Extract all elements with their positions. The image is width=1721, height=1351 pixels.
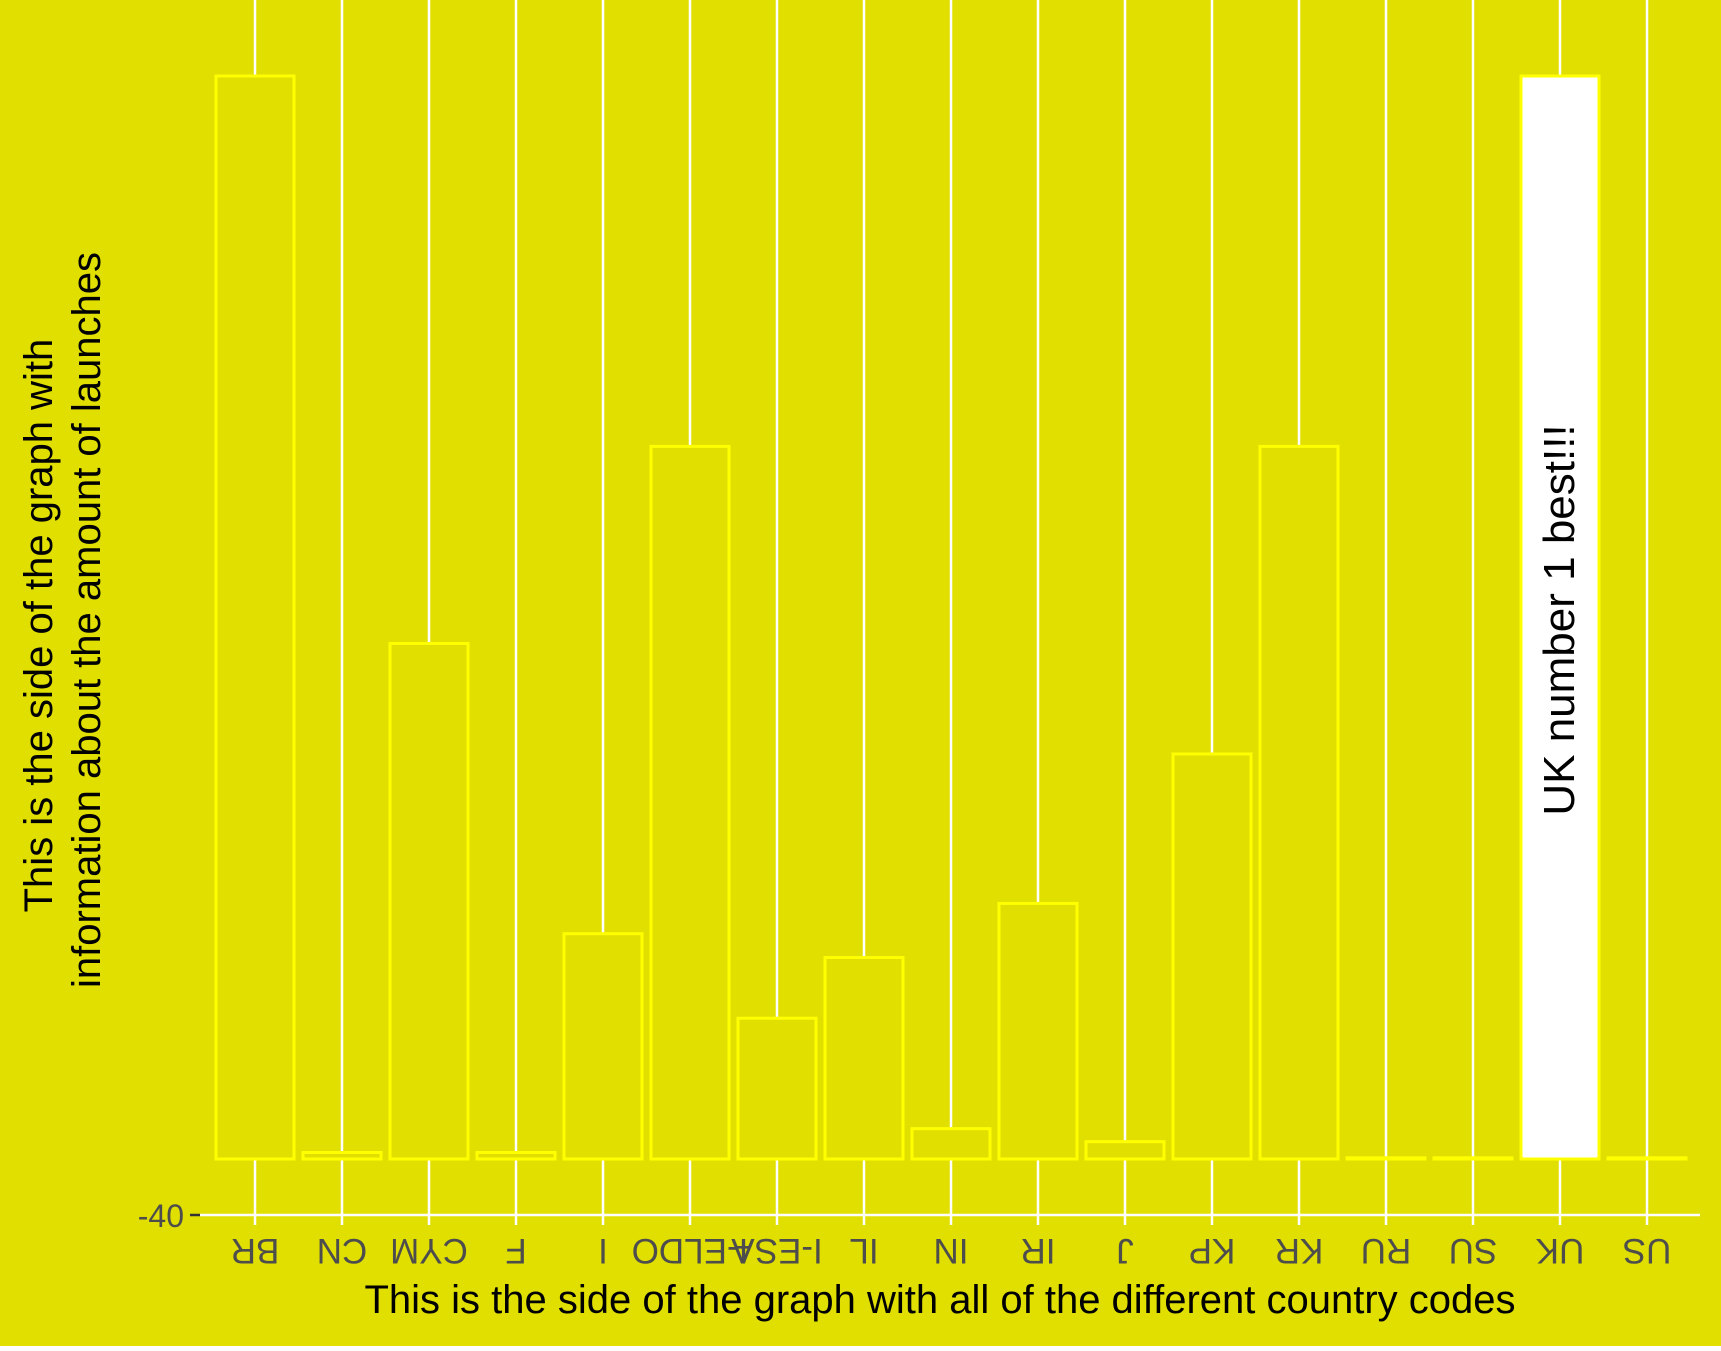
- bar-i-esa: [736, 1016, 818, 1161]
- bar-j: [1084, 1140, 1166, 1161]
- bar-kr: [1258, 444, 1340, 1161]
- x-tick-label-il: IL: [849, 1231, 878, 1270]
- x-tick-label-br: BR: [231, 1231, 280, 1270]
- x-tick-label-j: J: [1116, 1231, 1134, 1270]
- bar-us: [1606, 1156, 1688, 1161]
- x-tick-label-cn: CN: [317, 1231, 368, 1270]
- y-axis-label-line-1: This is the side of the graph with: [17, 339, 61, 913]
- x-tick-label-kp: KP: [1189, 1231, 1236, 1270]
- bar-su: [1432, 1156, 1514, 1161]
- x-tick-label-kr: KR: [1275, 1231, 1324, 1270]
- bar-i-eldo: [649, 444, 731, 1161]
- x-tick-label-in: IN: [934, 1231, 969, 1270]
- x-tick-label-us: US: [1623, 1231, 1672, 1270]
- y-tick-labels: -40: [138, 1198, 200, 1234]
- x-tick-label-uk: UK: [1536, 1231, 1585, 1270]
- bar-il: [823, 956, 905, 1161]
- y-axis-label-line-2: information about the amount of launches: [65, 252, 109, 988]
- x-tick-label-i-eldo: I-ELDO: [632, 1231, 749, 1270]
- bar-i: [562, 932, 644, 1161]
- bar-f: [475, 1151, 557, 1161]
- x-tick-label-i: I: [598, 1231, 608, 1270]
- x-axis-label: This is the side of the graph with all o…: [364, 1278, 1515, 1322]
- x-tick-label-ru: RU: [1361, 1231, 1412, 1270]
- uk-annotation: UK number 1 best!!!: [1535, 424, 1584, 815]
- x-tick-label-ir: IR: [1021, 1231, 1056, 1270]
- bar-br: [214, 74, 296, 1161]
- x-tick-label-i-esa: I-ESA: [731, 1231, 823, 1270]
- bar-in: [910, 1127, 992, 1161]
- bar-uk: [1519, 74, 1601, 1161]
- bar-ir: [997, 901, 1079, 1161]
- y-axis-label: This is the side of the graph with infor…: [17, 252, 109, 988]
- bars: [214, 74, 1688, 1161]
- bar-cn: [301, 1151, 383, 1161]
- x-tick-label-su: SU: [1449, 1231, 1498, 1270]
- x-tick-label-cym: CYM: [390, 1231, 468, 1270]
- bar-cym: [388, 641, 470, 1161]
- y-tick-label: -40: [138, 1198, 184, 1234]
- x-tick-label-f: F: [505, 1231, 526, 1270]
- bar-kp: [1171, 752, 1253, 1161]
- bar-ru: [1345, 1156, 1427, 1161]
